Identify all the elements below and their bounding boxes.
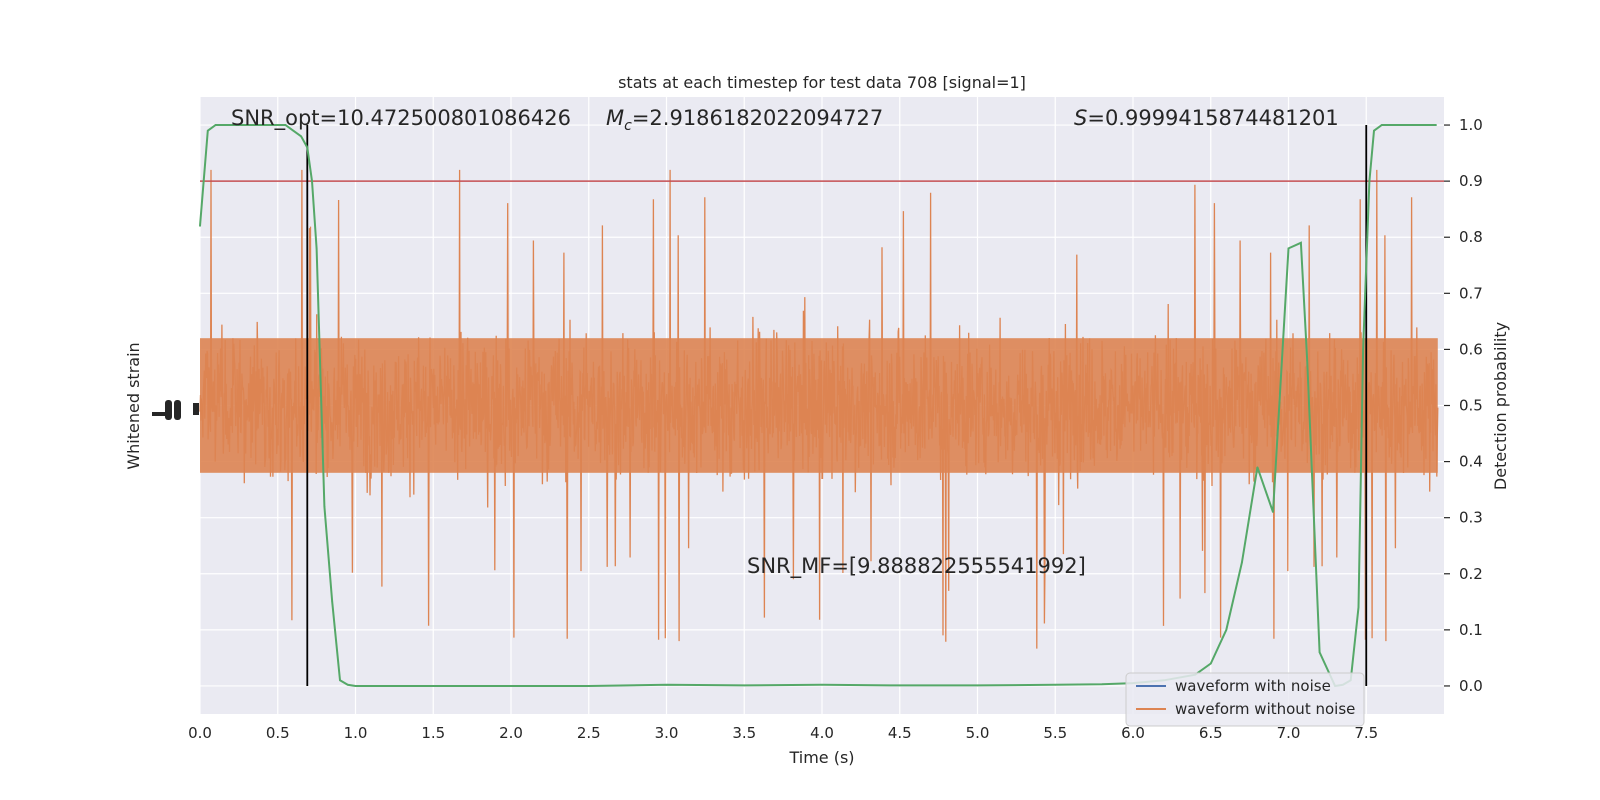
detection-probability-point	[510, 685, 512, 687]
mc-value: =2.9186182022094727	[632, 106, 883, 130]
x-tick-label: 0.0	[188, 724, 212, 742]
detection-probability-point	[1241, 561, 1243, 564]
noise-core-band	[200, 338, 1438, 473]
y-tick-label-right: 0.0	[1459, 677, 1483, 695]
y-tick-label-right: 0.7	[1459, 284, 1483, 302]
x-tick-label: 1.0	[344, 724, 368, 742]
detection-probability-point	[331, 601, 334, 603]
detection-probability-point	[1256, 466, 1259, 469]
legend-label-without-noise: waveform without noise	[1175, 700, 1355, 718]
detection-probability-point	[1412, 124, 1414, 126]
y-axis-label-left: Whitened strain	[124, 342, 143, 469]
snr-opt-annotation: SNR_opt=10.472500801086426	[231, 106, 571, 131]
y-tick-label-right: 0.3	[1459, 509, 1483, 527]
y-tick-label-right: 1.0	[1459, 116, 1483, 134]
detection-probability-point	[1357, 606, 1360, 609]
y-tick-label-right: 0.6	[1459, 340, 1483, 358]
x-tick-label: 5.0	[966, 724, 990, 742]
waveform-without-noise-trace	[199, 169, 1439, 649]
detection-probability-point	[277, 124, 279, 126]
detection-probability-point	[339, 679, 341, 682]
legend-box	[1125, 672, 1365, 727]
x-tick-label: 4.0	[810, 724, 834, 742]
x-tick-label: 2.0	[499, 724, 523, 742]
detection-probability-point	[261, 124, 264, 126]
left-axis-ticks-smudge	[152, 400, 199, 420]
detection-probability-point	[899, 684, 901, 687]
detection-probability-point	[284, 124, 287, 126]
x-tick-label: 6.5	[1199, 724, 1223, 742]
legend-label-with-noise: waveform with noise	[1175, 677, 1331, 695]
detection-probability-point	[432, 685, 435, 687]
detection-probability-point	[292, 129, 295, 132]
detection-probability-point	[346, 684, 349, 686]
detection-probability-point	[1225, 629, 1228, 631]
detection-probability-point	[1210, 662, 1212, 665]
y-tick-label-right: 0.2	[1459, 565, 1483, 583]
detection-probability-point	[323, 505, 326, 508]
mc-symbol: M	[606, 106, 624, 130]
s-annotation: S=0.9999415874481201	[1074, 106, 1339, 130]
detection-probability-point	[207, 129, 209, 132]
detection-probability-point	[588, 685, 590, 687]
detection-probability-point	[354, 685, 357, 687]
detection-probability-point	[311, 180, 313, 182]
y-tick-label-right: 0.4	[1459, 453, 1483, 471]
detection-probability-point	[1368, 180, 1371, 182]
detection-probability-point	[214, 124, 217, 126]
y-tick-label-right: 0.5	[1459, 397, 1483, 415]
detection-probability-point	[1054, 684, 1057, 686]
detection-probability-point	[1435, 124, 1437, 126]
detection-probability-point	[306, 146, 309, 149]
detection-probability-point	[1362, 348, 1364, 351]
x-tick-label: 6.0	[1121, 724, 1145, 742]
detection-probability-point	[1381, 124, 1383, 126]
ticks: 0.0 0.5 1.0 1.5 2.0 2.5 3.0 3.5 4.0 4.5 5.0 5.5 6.0 6…	[188, 116, 1483, 742]
detection-probability-point	[1272, 511, 1274, 513]
y-tick-label-right: 0.8	[1459, 228, 1483, 246]
mc-subscript: c	[624, 118, 632, 134]
x-tick-label: 7.0	[1277, 724, 1301, 742]
detection-probability-point	[199, 225, 201, 227]
s-symbol: S	[1074, 106, 1087, 130]
chart-title: stats at each timestep for test data 708…	[618, 73, 1026, 92]
y-axis-label-right: Detection probability	[1491, 322, 1510, 490]
x-tick-label: 1.5	[421, 724, 445, 742]
x-axis-label: Time (s)	[788, 748, 854, 767]
y-tick-label-right: 0.9	[1459, 172, 1483, 190]
detection-probability-point	[743, 684, 746, 687]
detection-probability-point	[370, 685, 372, 687]
detection-probability-point	[1101, 683, 1103, 686]
x-tick-label: 3.5	[732, 724, 756, 742]
detection-probability-point	[1373, 129, 1375, 132]
x-tick-label: 2.5	[577, 724, 601, 742]
legend: waveform with noise waveform without noi…	[1125, 672, 1365, 727]
y-tick-label-right: 0.1	[1459, 621, 1483, 639]
detection-probability-point	[1388, 124, 1391, 126]
x-tick-label: 7.5	[1354, 724, 1378, 742]
detection-probability-point	[315, 247, 318, 250]
detection-probability-point	[976, 684, 979, 687]
x-tick-label: 5.5	[1043, 724, 1067, 742]
detection-probability-point	[1300, 242, 1302, 244]
x-tick-label: 3.0	[655, 724, 679, 742]
x-tick-label: 0.5	[266, 724, 290, 742]
detection-probability-point	[665, 684, 668, 686]
detection-probability-point	[245, 124, 248, 126]
snr-mf-annotation: SNR_MF=[9.888822555541992]	[747, 554, 1086, 579]
s-value: =0.9999415874481201	[1087, 106, 1338, 130]
detection-probability-point	[230, 124, 232, 126]
detection-probability-point	[1287, 247, 1290, 250]
detection-probability-point	[300, 135, 302, 138]
x-tick-label: 4.5	[888, 724, 912, 742]
detection-probability-point	[821, 684, 823, 686]
chirp-mass-annotation: Mc=2.9186182022094727	[606, 106, 883, 134]
detection-probability-point	[1318, 651, 1321, 654]
detection-probability-point	[1306, 359, 1308, 362]
